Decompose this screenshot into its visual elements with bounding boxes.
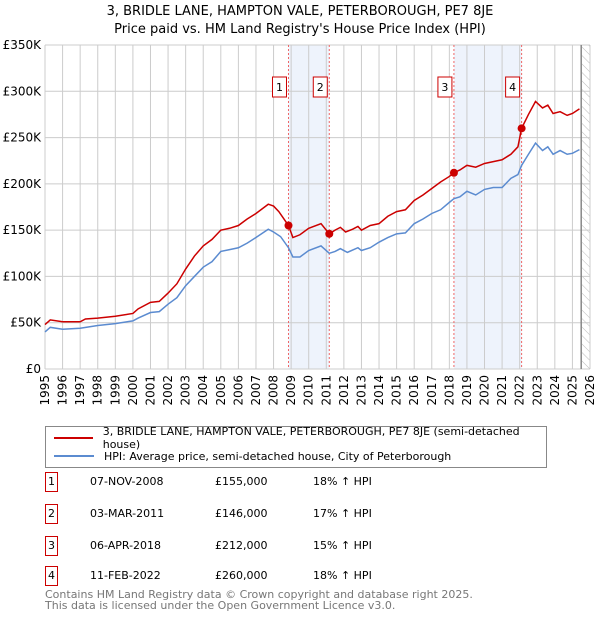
x-tick-label: 2017 [425,375,439,406]
sale-row: 1 07-NOV-2008 £155,000 18% ↑ HPI [45,472,545,494]
legend-label: HPI: Average price, semi-detached house,… [104,449,452,463]
sale-price: £212,000 [215,539,268,552]
x-tick-label: 2012 [337,375,351,406]
x-tick-label: 2019 [460,375,474,406]
x-tick-label: 2004 [196,375,210,406]
x-tick-label: 2007 [249,375,263,406]
legend-swatch-red [54,437,93,439]
sale-hpi-change: 18% ↑ HPI [313,475,372,488]
y-tick-label: £150K [3,223,43,237]
sale-row: 2 03-MAR-2011 £146,000 17% ↑ HPI [45,504,545,526]
x-tick-label: 2016 [407,375,421,406]
sale-label: 3 [441,81,448,94]
sale-label-box [312,76,328,98]
sale-label-box [437,76,453,98]
x-tick-label: 2024 [548,375,562,406]
sale-date: 06-APR-2018 [90,539,162,552]
hpi-line [44,141,580,333]
y-tick-label: £250K [3,131,43,145]
y-tick-label: £50K [10,316,42,330]
x-tick-label: 2020 [478,375,492,406]
legend-item-hpi: HPI: Average price, semi-detached house,… [54,448,451,464]
y-tick-label: £200K [3,177,43,191]
x-tick-label: 1995 [38,375,52,406]
sale-label: 1 [276,81,283,94]
x-tick-label: 2022 [513,375,527,406]
y-tick-label: £300K [3,84,43,98]
x-tick-label: 2002 [161,375,175,406]
footer-line: Contains HM Land Registry data © Crown c… [45,588,473,601]
chart-title: 3, BRIDLE LANE, HAMPTON VALE, PETERBOROU… [106,4,494,19]
x-tick-label: 1997 [73,375,87,406]
x-tick-label: 2023 [530,375,544,406]
x-tick-label: 1998 [91,375,105,406]
x-tick-label: 2010 [302,375,316,406]
x-tick-label: 2026 [583,375,597,406]
sale-price: £155,000 [215,475,268,488]
sale-price: £146,000 [215,507,268,520]
sale-date: 07-NOV-2008 [90,475,164,488]
x-tick-label: 2008 [267,375,281,406]
sale-date: 03-MAR-2011 [90,507,165,520]
x-tick-label: 1999 [108,375,122,406]
sale-label-box [505,76,521,98]
y-tick-label: £100K [3,269,43,283]
sale-point [449,168,458,177]
x-tick-label: 2015 [390,375,404,406]
x-tick-label: 1996 [56,375,70,406]
x-tick-label: 2006 [231,375,245,406]
sale-row: 4 11-FEB-2022 £260,000 18% ↑ HPI [45,566,545,588]
x-tick-label: 2005 [214,375,228,406]
x-tick-label: 2000 [126,375,140,406]
legend-item-property: 3, BRIDLE LANE, HAMPTON VALE, PETERBOROU… [54,425,546,451]
x-tick-label: 2025 [565,375,579,406]
sale-point [517,124,526,133]
sale-point [325,229,334,238]
footer: Contains HM Land Registry data © Crown c… [45,589,473,611]
property-price-line [44,100,580,326]
chart-subtitle: Price paid vs. HM Land Registry's House … [114,22,486,37]
future-hatch [581,45,590,369]
shaded-period [453,45,522,369]
sale-label: 2 [317,81,324,94]
x-tick-label: 2003 [179,375,193,406]
legend: 3, BRIDLE LANE, HAMPTON VALE, PETERBOROU… [45,425,547,468]
sale-row: 3 06-APR-2018 £212,000 15% ↑ HPI [45,536,545,558]
sale-label: 4 [509,81,516,94]
legend-label: 3, BRIDLE LANE, HAMPTON VALE, PETERBOROU… [102,425,520,451]
x-tick-label: 2013 [354,375,368,406]
sale-price: £260,000 [215,569,268,582]
footer-line: This data is licensed under the Open Gov… [45,599,396,612]
sale-hpi-change: 17% ↑ HPI [313,507,372,520]
x-tick-label: 2001 [143,375,157,406]
sale-marker-box: 3 [45,536,58,556]
x-tick-label: 2018 [442,375,456,406]
sale-marker-box: 1 [45,472,58,492]
plot-area: 1995 1996 1997 1998 1999 2000 2001 2002 2003 2004… [3,38,597,406]
sale-marker-box: 4 [45,566,58,586]
y-tick-label: £350K [3,38,43,52]
x-tick-label: 2014 [372,375,386,406]
sale-date: 11-FEB-2022 [90,569,161,582]
y-tick-label: £0 [26,362,41,376]
legend-swatch-blue [54,455,94,457]
x-tick-label: 2021 [495,375,509,406]
sale-marker-box: 2 [45,504,58,524]
sale-point [284,221,293,230]
sale-label-box [271,76,287,98]
x-tick-label: 2011 [319,375,333,406]
sale-hpi-change: 15% ↑ HPI [313,539,372,552]
x-tick-label: 2009 [284,375,298,406]
sale-hpi-change: 18% ↑ HPI [313,569,372,582]
